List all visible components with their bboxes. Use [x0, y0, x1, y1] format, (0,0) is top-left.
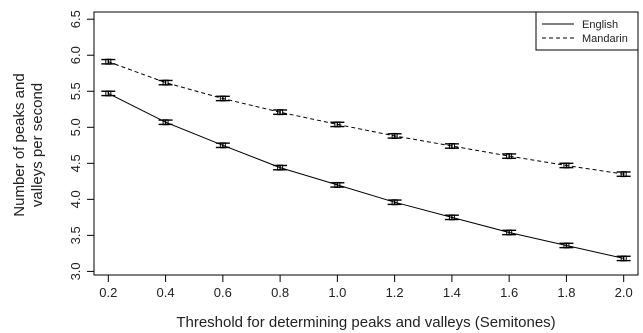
error-bar [330, 121, 345, 128]
x-tick-label: 0.2 [99, 285, 117, 300]
data-point [162, 79, 169, 86]
data-point [620, 255, 627, 262]
legend-box [535, 11, 639, 51]
error-bar [559, 162, 574, 169]
data-point [277, 109, 284, 116]
error-bar [387, 132, 402, 139]
series-line [108, 92, 624, 259]
y-axis: 3.0 3.5 4.0 4.5 5.0 5.5 6.0 6.5 [68, 10, 94, 280]
data-point [105, 58, 112, 65]
data-point [277, 164, 284, 171]
data-point [334, 121, 341, 128]
x-tick-label: 0.6 [214, 285, 232, 300]
data-point [391, 132, 398, 139]
x-tick-label: 1.4 [443, 285, 461, 300]
error-bar [330, 181, 345, 188]
error-bar [273, 109, 288, 116]
error-bar [387, 199, 402, 206]
x-tick-label: 1.8 [557, 285, 575, 300]
y-tick-label: 4.0 [68, 190, 83, 208]
y-axis-title-line1: Number of peaks and [11, 73, 28, 216]
data-point [563, 162, 570, 169]
data-point [506, 229, 513, 236]
y-tick-label: 6.0 [68, 46, 83, 64]
y-tick-label: 4.5 [68, 154, 83, 172]
y-tick-label: 3.5 [68, 226, 83, 244]
error-bar [273, 164, 288, 171]
error-bar [158, 79, 173, 86]
series-layer [101, 58, 631, 262]
data-point [219, 95, 226, 102]
x-tick-label: 1.2 [386, 285, 404, 300]
data-point [563, 242, 570, 249]
legend: English Mandarin [535, 11, 639, 51]
data-point [448, 143, 455, 150]
legend-label-english: English [582, 19, 618, 31]
series-line [108, 61, 624, 175]
x-tick-label: 2.0 [615, 285, 633, 300]
error-bar [215, 95, 230, 102]
error-bar [101, 58, 116, 65]
error-bar [215, 142, 230, 149]
error-bar [559, 242, 574, 249]
data-point [334, 181, 341, 188]
error-bar [444, 214, 459, 221]
y-axis-title-line2: valleys per second [29, 83, 46, 207]
data-point [219, 142, 226, 149]
legend-label-mandarin: Mandarin [582, 33, 628, 45]
y-tick-label: 5.5 [68, 82, 83, 100]
data-point [391, 199, 398, 206]
error-bar [502, 229, 517, 236]
error-bar [158, 119, 173, 126]
series-mandarin [101, 58, 631, 178]
error-bar [616, 255, 631, 262]
data-point [448, 214, 455, 221]
y-tick-label: 5.0 [68, 118, 83, 136]
data-point [105, 90, 112, 97]
plot-frame [93, 11, 639, 276]
y-tick-label: 6.5 [68, 10, 83, 28]
x-tick-label: 0.8 [271, 285, 289, 300]
x-tick-label: 1.0 [328, 285, 346, 300]
data-point [620, 171, 627, 178]
x-tick-label: 0.4 [157, 285, 175, 300]
x-axis-title: Threshold for determining peaks and vall… [176, 314, 555, 331]
y-tick-label: 3.0 [68, 262, 83, 280]
error-bar [101, 90, 116, 97]
data-point [506, 153, 513, 160]
error-bar [616, 171, 631, 178]
data-point [162, 119, 169, 126]
error-bar [502, 153, 517, 160]
x-tick-label: 1.6 [500, 285, 518, 300]
error-bar [444, 143, 459, 150]
series-english [101, 90, 631, 262]
x-axis: 0.2 0.4 0.6 0.8 1.0 1.2 1.4 1.6 1.8 2.0 [99, 275, 633, 300]
